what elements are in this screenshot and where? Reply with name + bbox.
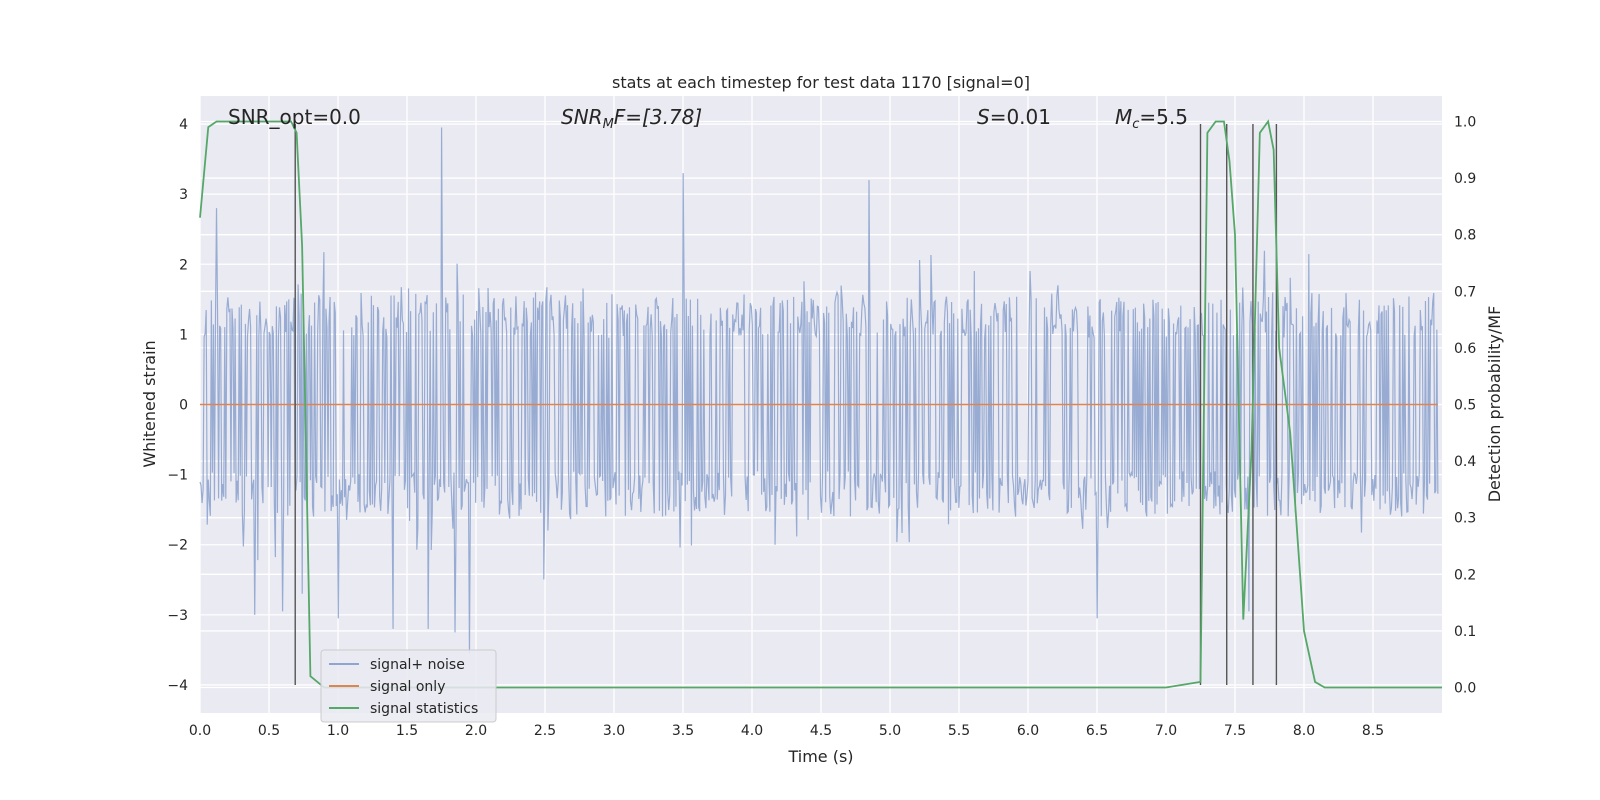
annotation-snr-opt: SNR_opt=0.0 [228, 105, 361, 129]
x-tick-labels: 0.0 0.5 1.0 1.5 2.0 2.5 3.0 3.5 4.0 4.5 5.0 5.5 6.0 6… [189, 723, 1384, 739]
x-tick-label-10: 5.0 [879, 723, 901, 739]
legend: signal+ noise signal only signal statist… [320, 649, 497, 723]
annotation-mc-sub: c [1132, 117, 1139, 132]
annotation-s-label: S [977, 105, 990, 129]
y-right-tick-label-1: 0.1 [1454, 624, 1476, 640]
x-tick-label-16: 8.0 [1293, 723, 1315, 739]
y-left-tick-labels: −4 −3 −2 −1 0 1 2 3 4 [167, 117, 188, 694]
annotation-snr-mf-label: SNR [561, 105, 603, 129]
signal-noise-series [199, 127, 1439, 654]
y-right-tick-label-9: 0.9 [1454, 171, 1476, 187]
x-tick-label-8: 4.0 [741, 723, 763, 739]
annotation-mc-label: M [1115, 105, 1132, 129]
y-right-tick-label-0: 0.0 [1454, 681, 1476, 697]
x-tick-label-15: 7.5 [1224, 723, 1246, 739]
y-left-tick-label-8: 4 [179, 117, 188, 133]
legend-label-signal-only: signal only [370, 679, 445, 695]
x-tick-label-6: 3.0 [603, 723, 625, 739]
legend-label-signal-noise: signal+ noise [370, 657, 465, 673]
x-tick-label-7: 3.5 [672, 723, 694, 739]
y-right-tick-label-2: 0.2 [1454, 567, 1476, 583]
x-tick-label-13: 6.5 [1086, 723, 1108, 739]
x-axis-label: Time (s) [787, 747, 853, 766]
y-right-tick-label-6: 0.6 [1454, 341, 1476, 357]
y-right-tick-label-8: 0.8 [1454, 228, 1476, 244]
x-tick-label-2: 1.0 [327, 723, 349, 739]
y-right-axis-label: Detection probability/MF [1485, 306, 1504, 503]
annotation-snr-mf: SNRMF=[3.78] [561, 105, 702, 132]
y-left-axis-label: Whitened strain [140, 340, 159, 467]
y-left-tick-label-5: 1 [179, 327, 188, 343]
x-tick-label-1: 0.5 [258, 723, 280, 739]
x-tick-label-5: 2.5 [534, 723, 556, 739]
signal-statistics-line [199, 119, 1442, 689]
y-right-tick-label-3: 0.3 [1454, 511, 1476, 527]
y-left-tick-label-3: −1 [167, 468, 188, 484]
annotation-snr-mf-sub: M [603, 117, 614, 132]
x-tick-label-17: 8.5 [1362, 723, 1384, 739]
signal-statistics-series [199, 119, 1442, 689]
x-tick-label-11: 5.5 [948, 723, 970, 739]
legend-label-signal-statistics: signal statistics [370, 701, 478, 717]
annotation-mc-rest: =5.5 [1139, 105, 1188, 129]
x-tick-label-12: 6.0 [1017, 723, 1039, 739]
y-right-tick-label-10: 1.0 [1454, 114, 1476, 130]
y-right-tick-labels: 0.0 0.1 0.2 0.3 0.4 0.5 0.6 0.7 0.8 0.9 1.0 [1454, 114, 1476, 696]
annotation-snr-mf-rest: F=[3.78] [614, 105, 702, 129]
annotation-s-rest: =0.01 [990, 105, 1051, 129]
y-left-tick-label-2: −2 [167, 538, 188, 554]
x-tick-label-3: 1.5 [396, 723, 418, 739]
y-left-tick-label-1: −3 [167, 608, 188, 624]
annotation-mc: Mc=5.5 [1115, 105, 1188, 132]
signal-noise-line [199, 127, 1439, 654]
x-tick-label-9: 4.5 [810, 723, 832, 739]
legend-box [320, 649, 497, 723]
chart-title: stats at each timestep for test data 117… [612, 73, 1030, 92]
y-left-tick-label-6: 2 [179, 257, 188, 273]
x-tick-label-4: 2.0 [465, 723, 487, 739]
y-right-tick-label-4: 0.4 [1454, 454, 1476, 470]
y-left-tick-label-4: 0 [179, 398, 188, 414]
y-right-tick-label-5: 0.5 [1454, 398, 1476, 414]
x-tick-label-14: 7.0 [1155, 723, 1177, 739]
y-right-tick-label-7: 0.7 [1454, 284, 1476, 300]
x-tick-label-0: 0.0 [189, 723, 211, 739]
y-left-tick-label-7: 3 [179, 187, 188, 203]
annotation-s: S=0.01 [977, 105, 1051, 129]
y-left-tick-label-0: −4 [167, 678, 188, 694]
